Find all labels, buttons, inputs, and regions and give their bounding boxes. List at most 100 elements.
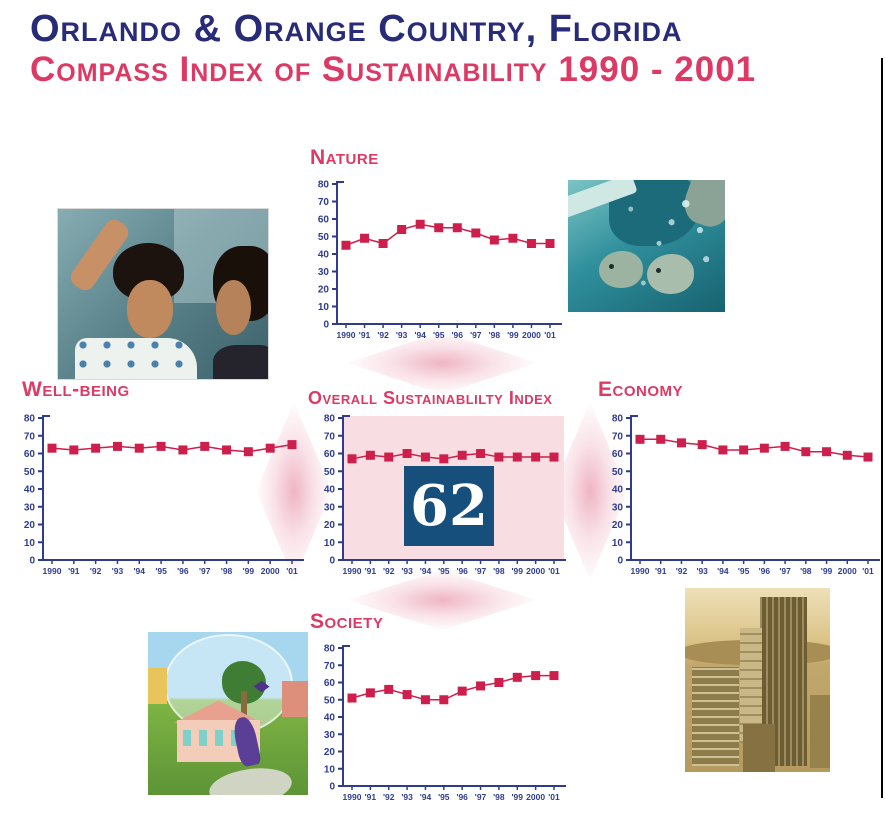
svg-text:40: 40: [324, 713, 336, 724]
svg-text:'95: '95: [155, 566, 167, 576]
svg-text:'98: '98: [493, 566, 505, 576]
svg-text:2000: 2000: [838, 566, 857, 576]
svg-text:'99: '99: [507, 330, 519, 340]
svg-text:'93: '93: [396, 330, 408, 340]
svg-text:80: 80: [318, 180, 330, 191]
svg-text:70: 70: [324, 661, 336, 672]
economy-chart-svg: 0 10 20 30 40 50 60 70 80 1990 '91 '92 '93 '94 '95 '96 '…: [612, 414, 880, 576]
svg-text:'92: '92: [383, 566, 395, 576]
svg-text:80: 80: [324, 644, 336, 655]
svg-text:2000: 2000: [522, 330, 541, 340]
society-line-chart: 0 10 20 30 40 50 60 70 80 1990'91 '92 '93 '94 '95 '96 '…: [318, 640, 568, 808]
svg-text:'97: '97: [199, 566, 211, 576]
svg-text:'91: '91: [68, 566, 80, 576]
photo-fish: [568, 180, 725, 312]
photo-people-patterned-shirt: [74, 338, 197, 379]
nature-line-chart: 0 10 20 30 40 50 60 70 80 1990'91 '92 '93 '94 '95 '96 '…: [312, 176, 564, 346]
svg-text:'91: '91: [359, 330, 371, 340]
svg-text:50: 50: [324, 695, 336, 706]
svg-text:10: 10: [24, 538, 36, 549]
svg-text:'94: '94: [420, 792, 432, 802]
overall-chart-svg: 0 10 20 30 40 50 60 70 80 1990'91 '92 '93 '94 '95 '96 '…: [324, 414, 566, 576]
svg-text:10: 10: [324, 538, 336, 549]
svg-text:1990: 1990: [343, 792, 362, 802]
svg-text:'99: '99: [243, 566, 255, 576]
svg-text:50: 50: [318, 232, 330, 243]
svg-text:'01: '01: [548, 792, 560, 802]
svg-text:'94: '94: [414, 330, 426, 340]
svg-text:2000: 2000: [261, 566, 280, 576]
svg-text:'98: '98: [221, 566, 233, 576]
photo-people-person2-face: [215, 280, 252, 335]
svg-text:60: 60: [324, 449, 336, 460]
svg-text:2000: 2000: [526, 566, 545, 576]
svg-text:0: 0: [329, 782, 335, 793]
svg-text:'97: '97: [475, 566, 487, 576]
page-header: Orlando & Orange Country, Florida Compas…: [30, 8, 860, 90]
svg-text:60: 60: [24, 449, 36, 460]
chart-label-wellbeing: Well-being: [22, 378, 130, 401]
svg-text:20: 20: [24, 520, 36, 531]
svg-text:'99: '99: [512, 566, 524, 576]
svg-text:2000: 2000: [526, 792, 545, 802]
illustration-graduation-thrown-cap: [253, 680, 270, 693]
svg-text:80: 80: [324, 414, 336, 425]
svg-text:1990: 1990: [631, 566, 650, 576]
svg-text:'98: '98: [489, 330, 501, 340]
svg-text:'93: '93: [112, 566, 124, 576]
wellbeing-chart-svg: 0 10 20 30 40 50 60 70 80 1990 '91 '92 '93 '94 '95 '96 '…: [24, 414, 304, 576]
svg-text:80: 80: [24, 414, 36, 425]
nature-chart-svg: 0 10 20 30 40 50 60 70 80 1990'91 '92 '93 '94 '95 '96 '…: [318, 180, 562, 340]
photo-fish-bubbles: [568, 180, 725, 312]
svg-text:20: 20: [318, 285, 330, 296]
svg-text:'94: '94: [134, 566, 146, 576]
svg-text:30: 30: [612, 502, 624, 513]
svg-text:0: 0: [29, 556, 35, 567]
society-chart-svg: 0 10 20 30 40 50 60 70 80 1990'91 '92 '93 '94 '95 '96 '…: [324, 644, 566, 802]
svg-text:20: 20: [612, 520, 624, 531]
svg-text:'93: '93: [696, 566, 708, 576]
svg-text:60: 60: [318, 215, 330, 226]
photo-people-person1-face: [127, 280, 174, 339]
svg-text:'95: '95: [738, 566, 750, 576]
svg-text:1990: 1990: [343, 566, 362, 576]
photo-people-person2-shoulder: [213, 345, 268, 379]
svg-text:'98: '98: [800, 566, 812, 576]
svg-text:'95: '95: [438, 792, 450, 802]
svg-text:'91: '91: [365, 792, 377, 802]
svg-text:70: 70: [612, 431, 624, 442]
svg-text:60: 60: [612, 449, 624, 460]
svg-text:'95: '95: [433, 330, 445, 340]
svg-text:'92: '92: [676, 566, 688, 576]
svg-text:30: 30: [324, 502, 336, 513]
illustration-graduation: [148, 632, 308, 795]
svg-text:40: 40: [612, 485, 624, 496]
svg-text:'96: '96: [452, 330, 464, 340]
svg-text:10: 10: [318, 302, 330, 313]
svg-text:'94: '94: [420, 566, 432, 576]
svg-text:1990: 1990: [337, 330, 356, 340]
svg-text:0: 0: [323, 320, 329, 331]
svg-text:1990: 1990: [43, 566, 62, 576]
chart-label-society: Society: [310, 610, 384, 633]
svg-text:'97: '97: [470, 330, 482, 340]
svg-text:'97: '97: [779, 566, 791, 576]
wellbeing-line-chart: 0 10 20 30 40 50 60 70 80 1990 '91 '92 '93 '94 '95 '96 '…: [18, 410, 306, 582]
svg-text:20: 20: [324, 747, 336, 758]
overall-index-value: 62: [410, 473, 488, 539]
svg-text:'01: '01: [862, 566, 874, 576]
svg-text:0: 0: [329, 556, 335, 567]
economy-line-chart: 0 10 20 30 40 50 60 70 80 1990 '91 '92 '93 '94 '95 '96 '…: [606, 410, 882, 582]
svg-text:'01: '01: [548, 566, 560, 576]
svg-text:'99: '99: [512, 792, 524, 802]
svg-text:'97: '97: [475, 792, 487, 802]
chart-label-overall-index: Overall Sustainablilty Index: [308, 388, 553, 408]
photo-city: [685, 588, 830, 772]
photo-people: [57, 208, 269, 380]
svg-text:'96: '96: [456, 792, 468, 802]
photo-city-foreground-building: [743, 724, 775, 772]
svg-text:10: 10: [612, 538, 624, 549]
svg-text:'01: '01: [286, 566, 298, 576]
svg-text:'91: '91: [655, 566, 667, 576]
svg-text:40: 40: [324, 485, 336, 496]
